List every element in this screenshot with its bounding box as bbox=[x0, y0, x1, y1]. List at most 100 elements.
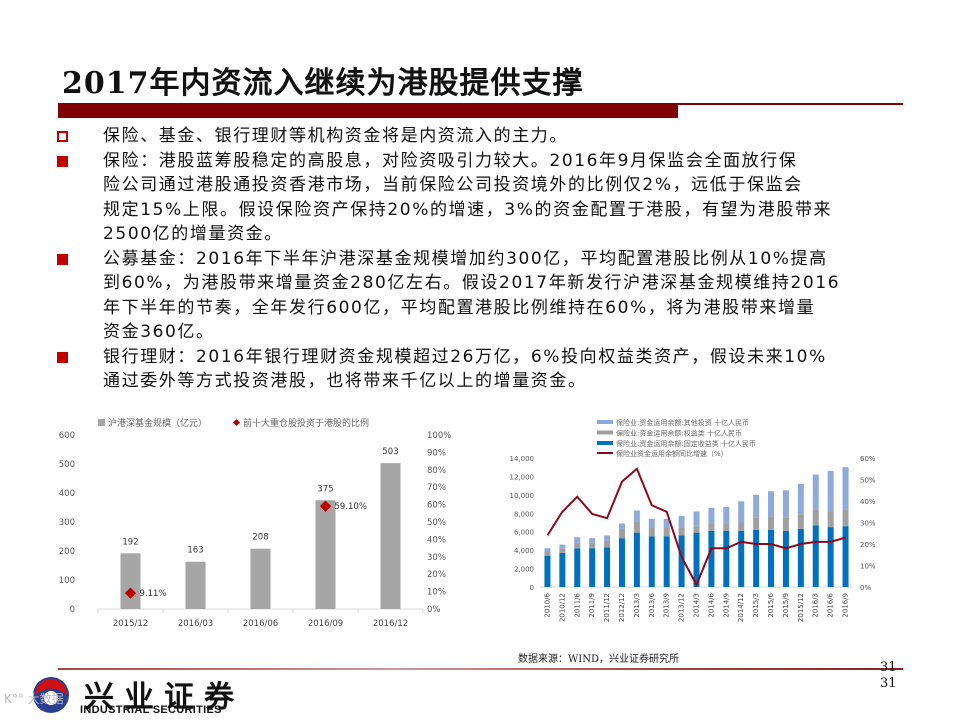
fund-size-bar bbox=[185, 561, 206, 609]
equity-bar-segment bbox=[797, 514, 804, 529]
other-investment-bar-segment bbox=[842, 467, 849, 510]
legend-swatch-icon bbox=[597, 430, 613, 435]
other-investment-bar-segment bbox=[604, 535, 611, 541]
y2-axis-tick-label: 40% bbox=[427, 535, 446, 545]
bullet-item: 保险、基金、银行理财等机构资金将是内资流入的主力。 bbox=[55, 124, 905, 149]
y-axis-tick-label: 0 bbox=[70, 605, 75, 615]
fixed-income-bar-segment bbox=[827, 527, 834, 587]
y-axis-tick-label: 600 bbox=[59, 431, 75, 441]
bullet-item: 保险：港股蓝筹股稳定的高股息，对险资吸引力较大。2016年9月保监会全面放行保 … bbox=[55, 149, 905, 247]
bullet-text: 保险、基金、银行理财等机构资金将是内资流入的主力。 bbox=[103, 126, 568, 146]
y2-axis-tick-label: 90% bbox=[427, 448, 446, 458]
fixed-income-bar-segment bbox=[797, 528, 804, 587]
equity-bar-segment bbox=[589, 542, 596, 549]
equity-bar-segment bbox=[574, 542, 581, 549]
x-axis-tick-label: 2010/6 bbox=[543, 592, 551, 617]
growth-rate-line bbox=[546, 467, 846, 588]
other-investment-bar-segment bbox=[663, 518, 670, 528]
other-investment-bar-segment bbox=[574, 537, 581, 543]
bullet-item: 公募基金：2016年下半年沪港深基金规模增加约300亿，平均配置港股比例从10%… bbox=[55, 247, 905, 345]
y-axis-tick-label: 2,000 bbox=[514, 566, 534, 574]
equity-bar-segment bbox=[723, 523, 730, 531]
y2-axis-tick-label: 60% bbox=[860, 455, 875, 463]
x-axis-tick-label: 2012/12 bbox=[618, 593, 626, 622]
other-investment-bar-segment bbox=[648, 518, 655, 528]
legend-label: 保险业资金运用余额同比增速（%） bbox=[616, 449, 728, 458]
fixed-income-bar-segment bbox=[753, 529, 760, 587]
bar-value-label: 375 bbox=[317, 484, 333, 494]
other-investment-bar-segment bbox=[633, 510, 640, 522]
equity-bar-segment bbox=[693, 526, 700, 533]
fixed-income-bar-segment bbox=[604, 547, 611, 587]
equity-bar-segment bbox=[842, 509, 849, 527]
equity-bar-segment bbox=[708, 523, 715, 531]
marker-value-label: 59.10% bbox=[335, 502, 367, 512]
bar-value-label: 503 bbox=[382, 447, 398, 457]
y2-axis-tick-label: 50% bbox=[860, 477, 875, 485]
x-axis-tick-label: 2016/06 bbox=[243, 619, 278, 629]
y2-axis-tick-label: 50% bbox=[427, 518, 446, 528]
fixed-income-bar-segment bbox=[693, 532, 700, 587]
x-axis-tick-label: 2013/3 bbox=[633, 593, 641, 618]
x-axis-tick-label: 2011/12 bbox=[603, 593, 611, 622]
y2-axis-tick-label: 100% bbox=[427, 431, 451, 441]
fixed-income-bar-segment bbox=[648, 536, 655, 587]
other-investment-bar-segment bbox=[723, 506, 730, 524]
equity-bar-segment bbox=[768, 516, 775, 530]
page-number: 31 bbox=[880, 660, 897, 675]
x-axis-tick-label: 2015/12 bbox=[113, 619, 148, 629]
y2-axis-tick-label: 10% bbox=[860, 563, 875, 571]
x-axis-tick-label: 2016/3 bbox=[812, 593, 820, 618]
x-axis-tick-label: 2013/12 bbox=[678, 593, 686, 622]
fixed-income-bar-segment bbox=[812, 525, 819, 587]
y2-axis-tick-label: 80% bbox=[427, 466, 446, 476]
equity-bar-segment bbox=[678, 527, 685, 536]
y-axis-tick-label: 8,000 bbox=[514, 510, 534, 518]
slide-title: 2017年内资流入继续为港股提供支撑 bbox=[62, 66, 584, 101]
bullet-item: 银行理财：2016年银行理财资金规模超过26万亿，6%投向权益类资产，假设未来1… bbox=[55, 345, 905, 394]
fund-size-bar bbox=[315, 500, 336, 609]
x-axis-tick-label: 2013/9 bbox=[663, 593, 671, 618]
equity-bar-segment bbox=[633, 521, 640, 533]
legend-swatch-icon bbox=[597, 441, 613, 445]
x-axis-tick-label: 2013/6 bbox=[648, 592, 656, 617]
fixed-income-bar-segment bbox=[618, 538, 625, 587]
x-axis-tick-label: 2016/03 bbox=[178, 619, 213, 629]
x-axis-tick-label: 2010/12 bbox=[558, 593, 566, 622]
other-investment-bar-segment bbox=[797, 483, 804, 515]
equity-bar-segment bbox=[618, 528, 625, 539]
y-axis-tick-label: 500 bbox=[59, 460, 75, 470]
equity-bar-segment bbox=[544, 551, 551, 556]
y-axis-tick-label: 300 bbox=[59, 518, 75, 528]
other-investment-bar-segment bbox=[559, 544, 566, 549]
other-investment-bar-segment bbox=[618, 523, 625, 529]
fixed-income-bar-segment bbox=[738, 530, 745, 587]
bar-value-label: 208 bbox=[252, 533, 268, 543]
data-source-note: 数据来源：WIND，兴业证券研究所 bbox=[518, 654, 679, 665]
equity-bar-segment bbox=[812, 509, 819, 526]
y2-axis-tick-label: 20% bbox=[427, 570, 446, 580]
x-axis-tick-label: 2011/9 bbox=[588, 593, 596, 618]
y-axis-tick-label: 0 bbox=[530, 584, 534, 592]
other-investment-bar-segment bbox=[678, 516, 685, 528]
y-axis-tick-label: 14,000 bbox=[510, 455, 535, 463]
other-investment-bar-segment bbox=[544, 548, 551, 552]
bullet-text: 公募基金：2016年下半年沪港深基金规模增加约300亿，平均配置港股比例从10%… bbox=[103, 248, 841, 343]
x-axis-tick-label: 2014/12 bbox=[737, 593, 745, 622]
other-investment-bar-segment bbox=[782, 490, 789, 518]
fixed-income-bar-segment bbox=[663, 536, 670, 587]
legend-label: 保险业:资金运用余额:其他投资 十亿人民币 bbox=[616, 418, 749, 427]
y2-axis-tick-label: 20% bbox=[860, 541, 875, 549]
x-axis-tick-label: 2014/9 bbox=[722, 593, 730, 618]
legend-swatch-icon bbox=[597, 420, 613, 424]
fixed-income-bar-segment bbox=[723, 530, 730, 587]
filled-square-bullet-icon bbox=[57, 253, 68, 265]
fixed-income-bar-segment bbox=[842, 526, 849, 587]
y2-axis-tick-label: 10% bbox=[427, 588, 446, 598]
equity-bar-segment bbox=[663, 527, 670, 537]
filled-square-bullet-icon bbox=[57, 351, 68, 363]
x-axis-tick-label: 2016/12 bbox=[373, 619, 408, 629]
bar-value-label: 192 bbox=[122, 537, 138, 547]
other-investment-bar-segment bbox=[738, 501, 745, 523]
x-axis-tick-label: 2015/6 bbox=[767, 592, 775, 617]
